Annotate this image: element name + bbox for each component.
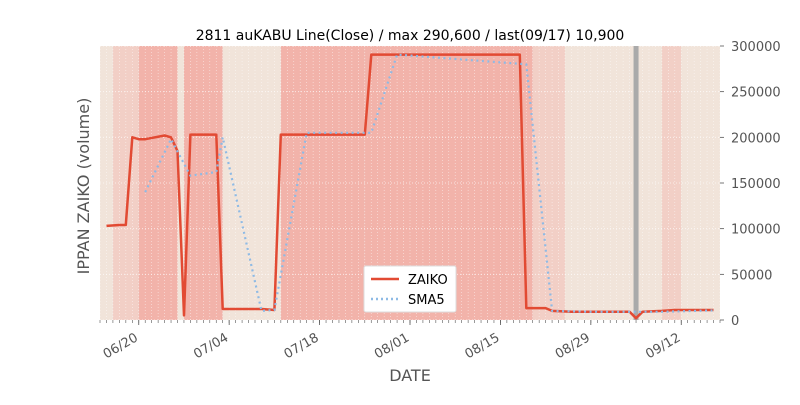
x-tick-label: 08/01 xyxy=(372,330,412,362)
y-tick-label: 0 xyxy=(731,314,739,329)
y-tick-label: 100000 xyxy=(731,223,781,238)
chart-title: 2811 auKABU Line(Close) / max 290,600 / … xyxy=(196,28,625,44)
background-band xyxy=(222,46,281,320)
x-axis-title: DATE xyxy=(389,366,431,385)
x-tick-label: 06/20 xyxy=(101,330,141,362)
y-tick-label: 50000 xyxy=(731,268,772,283)
y-tick-label: 150000 xyxy=(731,177,781,192)
legend-label-sma5: SMA5 xyxy=(408,293,445,308)
legend: ZAIKO SMA5 xyxy=(363,265,457,313)
y-axis-title: IPPAN ZAIKO (volume) xyxy=(74,98,93,275)
y-tick-label: 200000 xyxy=(731,131,781,146)
y-tick-label: 300000 xyxy=(731,40,781,55)
x-tick-label: 08/15 xyxy=(462,330,502,362)
background-band xyxy=(138,46,178,320)
x-tick-label: 07/04 xyxy=(191,330,231,362)
background-band xyxy=(177,46,184,320)
x-tick-label: 09/12 xyxy=(643,330,683,362)
series-line-zaiko xyxy=(106,53,714,320)
x-tick-label: 08/29 xyxy=(553,330,593,362)
x-tick-label: 07/18 xyxy=(282,330,322,362)
legend-label-zaiko: ZAIKO xyxy=(408,273,448,288)
y-tick-label: 250000 xyxy=(731,86,781,101)
legend-box xyxy=(363,265,457,313)
background-band xyxy=(112,46,139,320)
background-band xyxy=(661,46,682,320)
